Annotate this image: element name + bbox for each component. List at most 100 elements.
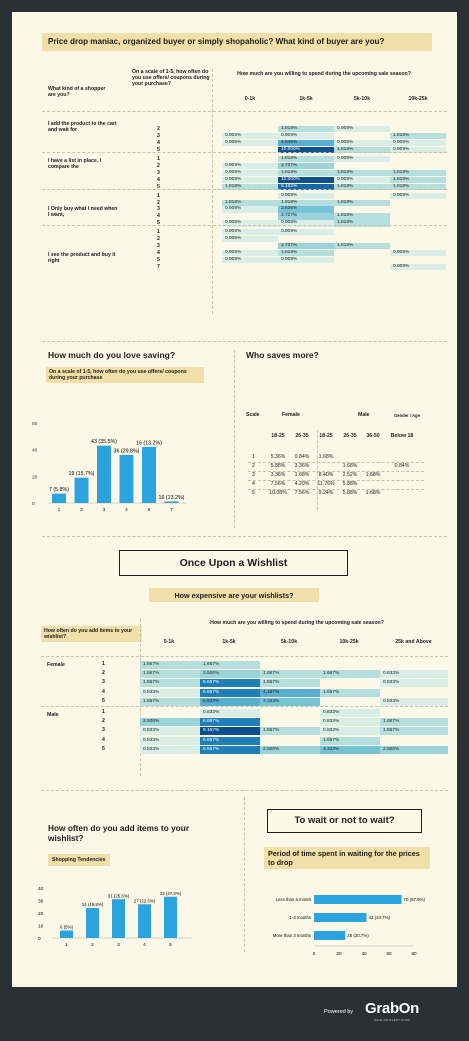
t1-cell: 0.909% xyxy=(390,250,446,257)
chart1-ytick: 40 xyxy=(32,448,38,454)
ws-age-header: 26-35 xyxy=(343,433,357,439)
chart2-category-label: 4 xyxy=(143,942,146,948)
t1-group-label-2: I have a list in place, I compare the xyxy=(48,158,102,170)
t1-scale: 1 xyxy=(157,155,160,162)
ws-cell: 8.40% xyxy=(318,472,334,478)
t1-cell: 0.909% xyxy=(222,229,278,236)
chart2-ytick: 40 xyxy=(38,886,44,892)
t2-col-4: 25k and Above xyxy=(395,639,432,645)
t2-scale: 4 xyxy=(102,736,105,743)
t2-cell: 4.167% xyxy=(260,688,320,697)
chart1-ytick: 20 xyxy=(32,474,38,480)
t1-group-label-3: I Only buy what I need when I want, xyxy=(48,206,118,218)
ws-cell: 1.68% xyxy=(342,463,358,469)
ws-age-header: 26-35 xyxy=(295,433,309,439)
t2-cell: 9.167% xyxy=(200,727,260,736)
wishlist-title-box xyxy=(119,550,348,576)
t1-cell: 1.818% xyxy=(278,126,334,133)
chart1-data-label: 16 (13.2%) xyxy=(159,495,185,501)
t2-cell: 1.667% xyxy=(260,670,320,679)
ws-cell: 5.88% xyxy=(342,490,358,496)
ws-age-header: Below 18 xyxy=(390,433,414,439)
chart1-category-label: 3 xyxy=(103,507,106,513)
t2-group-female: Female xyxy=(47,662,65,668)
ws-cell: 11.76% xyxy=(317,481,335,487)
t2-cell: 1.667% xyxy=(380,718,448,727)
love-saving-subtitle: On a scale of 1-5, how often do you use … xyxy=(46,367,204,383)
t1-cell: 0.909% xyxy=(222,250,278,257)
t1-cell: 0.909% xyxy=(390,146,446,154)
t1-cell: 1.818% xyxy=(334,220,390,227)
chart1-data-label: 7 (5.8%) xyxy=(49,487,69,493)
wait-title: To wait or not to wait? xyxy=(294,815,395,826)
t2-cell: 0.833% xyxy=(140,688,200,697)
t1-cell: 1.818% xyxy=(278,169,334,176)
t1-scale: 3 xyxy=(157,132,160,139)
t2-scale: 5 xyxy=(102,697,105,704)
t1-scale: 5 xyxy=(157,183,160,190)
chart1-bar xyxy=(52,493,66,503)
t1-scale: 5 xyxy=(157,220,160,227)
t1-scale: 1 xyxy=(157,192,160,199)
t1-col-1: 1k-5k xyxy=(299,96,313,102)
chart2-category-label: 1 xyxy=(65,942,68,948)
t1-cell: 0.909% xyxy=(222,169,278,176)
t1-scale: 3 xyxy=(157,243,160,250)
header-title: Price drop maniac, organized buyer or si… xyxy=(48,37,385,46)
t1-scale: 4 xyxy=(157,213,160,220)
ws-cell: 10.08% xyxy=(269,490,287,496)
chart1-category-label: 4 xyxy=(125,507,128,513)
wait-title-box xyxy=(267,809,422,833)
ws-cell: 3.36% xyxy=(294,463,310,469)
t1-scale: 5 xyxy=(157,146,160,153)
chart1-data-label: 16 (13.2%) xyxy=(136,441,162,447)
t2-banner-bg xyxy=(149,588,319,602)
t1-cell: 0.909% xyxy=(334,126,390,133)
chart3-xtick: 0 xyxy=(313,951,316,956)
chart2-data-label: 33 (27.3%) xyxy=(160,891,182,896)
t2-cell: 1.667% xyxy=(320,670,380,679)
t1-span-header: How much are you willing to spend during… xyxy=(237,71,411,77)
chart2-ytick: 30 xyxy=(38,899,44,905)
love-saving-chart: 0 20 40 60 7 (5.8%) 1 19 (15.7%) 2 43 (35.5%) 3 36… xyxy=(32,421,187,513)
t1-cell: 1.818% xyxy=(334,146,390,154)
chart1-bar xyxy=(74,477,89,503)
ws-scale: 4 xyxy=(252,481,255,487)
ws-cell: 5.88% xyxy=(270,463,286,469)
t2-cell: 6.667% xyxy=(200,688,260,697)
t1-scale: 4 xyxy=(157,250,160,257)
t2-scale: 1 xyxy=(102,661,105,667)
footer-brand-logo: GrabOn xyxy=(365,1000,420,1017)
t1-cell: 1.818% xyxy=(334,243,390,250)
t1-cell: 0.909% xyxy=(222,220,278,227)
chart2-bar xyxy=(60,930,73,938)
t1-cell: 1.818% xyxy=(334,183,390,190)
t1-scale: 2 xyxy=(157,236,160,243)
t2-cell: 2.500% xyxy=(140,718,200,727)
t1-cell: 1.818% xyxy=(390,176,446,183)
ws-row-sep xyxy=(248,488,424,490)
ws-row-sep xyxy=(248,479,424,481)
chart3-bar xyxy=(314,931,346,940)
chart1-category-label: 7 xyxy=(170,507,173,513)
ws-cell: 4.20% xyxy=(294,481,310,487)
ws-divider xyxy=(317,430,318,510)
wishlist-title: Once Upon a Wishlist xyxy=(179,557,288,569)
t2-cell: 1.667% xyxy=(380,727,448,736)
t1-cell: 0.909% xyxy=(222,132,278,140)
ws-cell: 9.24% xyxy=(318,490,334,496)
t2-cell: 2.500% xyxy=(380,745,448,754)
footer: Powered by GrabOn SAVE ON EVERYTHING xyxy=(0,987,469,1041)
t2-cell: 0.833% xyxy=(380,697,448,706)
t2-scale: 3 xyxy=(102,727,105,734)
t2-group-male: Male xyxy=(47,712,59,718)
t2-banner: How expensive are your wishlists? xyxy=(174,591,294,600)
chart1-ytick: 60 xyxy=(32,421,38,427)
t1-cell: 4.545% xyxy=(278,139,334,147)
ws-scale: 2 xyxy=(252,463,255,469)
t1-cell: 1.818% xyxy=(222,183,278,190)
t2-cell: 1.667% xyxy=(200,661,260,669)
t1-scale: 2 xyxy=(157,199,160,206)
t2-cell: 1.667% xyxy=(140,679,200,688)
t2-cell: 5.833% xyxy=(200,697,260,706)
